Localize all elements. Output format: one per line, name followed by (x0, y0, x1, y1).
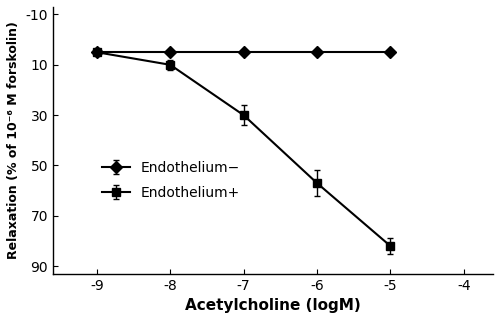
Y-axis label: Relaxation (% of 10⁻⁶ M forskolin): Relaxation (% of 10⁻⁶ M forskolin) (7, 21, 20, 259)
Legend: Endothelium−, Endothelium+: Endothelium−, Endothelium+ (95, 154, 247, 207)
X-axis label: Acetylcholine (logM): Acetylcholine (logM) (185, 298, 361, 313)
